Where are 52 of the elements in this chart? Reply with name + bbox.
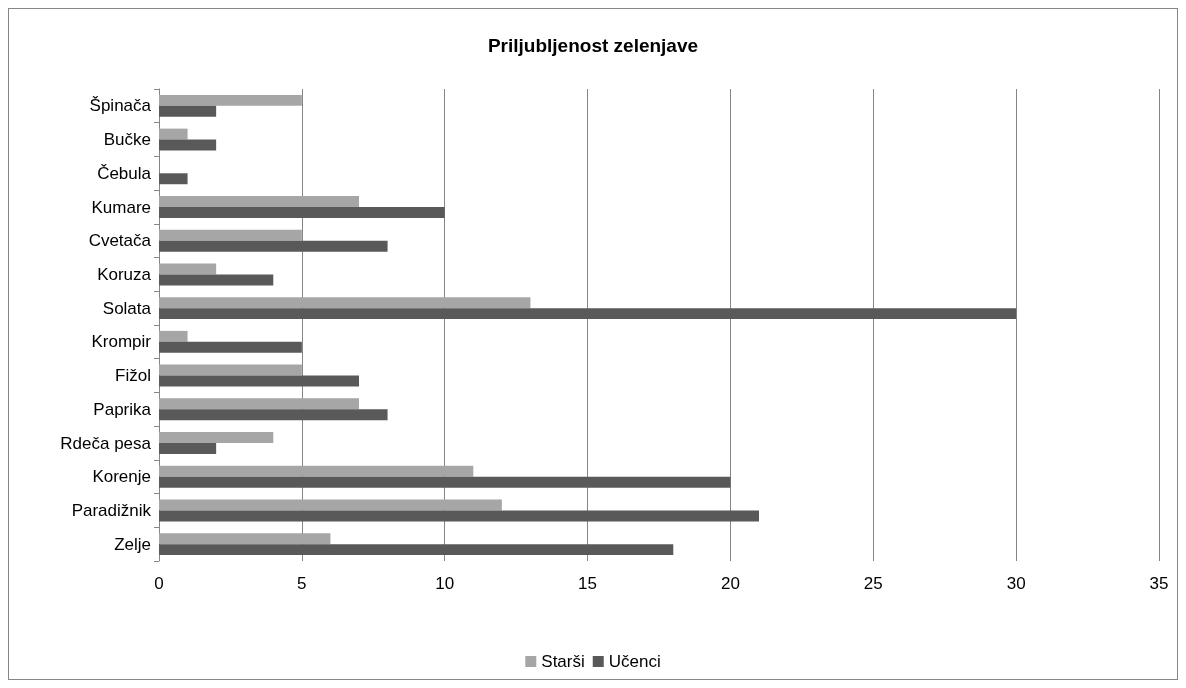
bar: [159, 207, 445, 218]
bar: [159, 398, 359, 410]
legend-label: Starši: [541, 652, 585, 671]
bar: [159, 173, 188, 185]
y-tick-label: Korenje: [92, 467, 151, 487]
bar: [159, 128, 188, 140]
bar: [159, 510, 759, 522]
bar: [159, 297, 531, 309]
y-tick-label: Krompir: [91, 332, 152, 352]
chart-title: Priljubljenost zelenjave: [487, 35, 699, 56]
bar: [159, 476, 731, 488]
y-tick-label: Špinača: [89, 96, 152, 116]
bar: [159, 375, 359, 387]
y-tick-label: Fižol: [115, 366, 151, 386]
x-tick-label: 30: [1006, 574, 1026, 593]
legend-label: Učenci: [608, 652, 661, 671]
x-tick-label: 10: [435, 574, 455, 593]
bar: [159, 443, 217, 454]
bar: [159, 533, 331, 545]
bar: [159, 94, 302, 106]
y-tick-label: Bučke: [103, 130, 151, 150]
y-tick-label: Čebula: [97, 163, 152, 183]
y-tick-label: Zelje: [114, 534, 151, 554]
bar: [159, 330, 188, 342]
bar: [159, 432, 274, 443]
x-tick-label: 35: [1149, 574, 1169, 593]
x-tick-label: 5: [297, 574, 307, 593]
bar: [159, 499, 502, 511]
bar: [159, 308, 1017, 320]
x-tick-label: 15: [578, 574, 598, 593]
bar: [159, 229, 302, 241]
y-tick-label: Paprika: [93, 399, 152, 419]
x-tick-label: 25: [863, 574, 883, 593]
bar: [159, 263, 217, 275]
y-tick-label: Kumare: [91, 197, 151, 217]
y-tick-label: Solata: [102, 298, 152, 318]
x-tick-label: 20: [720, 574, 740, 593]
bar: [159, 409, 388, 421]
bar: [159, 465, 474, 477]
bar: [159, 105, 217, 117]
bar: [159, 139, 217, 151]
y-tick-label: Koruza: [97, 264, 152, 284]
x-tick-label: 0: [154, 574, 164, 593]
bar: [159, 274, 274, 286]
y-tick-label: Rdeča pesa: [60, 433, 152, 453]
bar: [159, 240, 388, 252]
bar: [159, 341, 302, 353]
y-tick-label: Paradižnik: [71, 500, 152, 520]
bar: [159, 544, 674, 556]
bar: [159, 196, 359, 207]
y-tick-label: Cvetača: [88, 231, 152, 251]
bar: [159, 364, 302, 376]
